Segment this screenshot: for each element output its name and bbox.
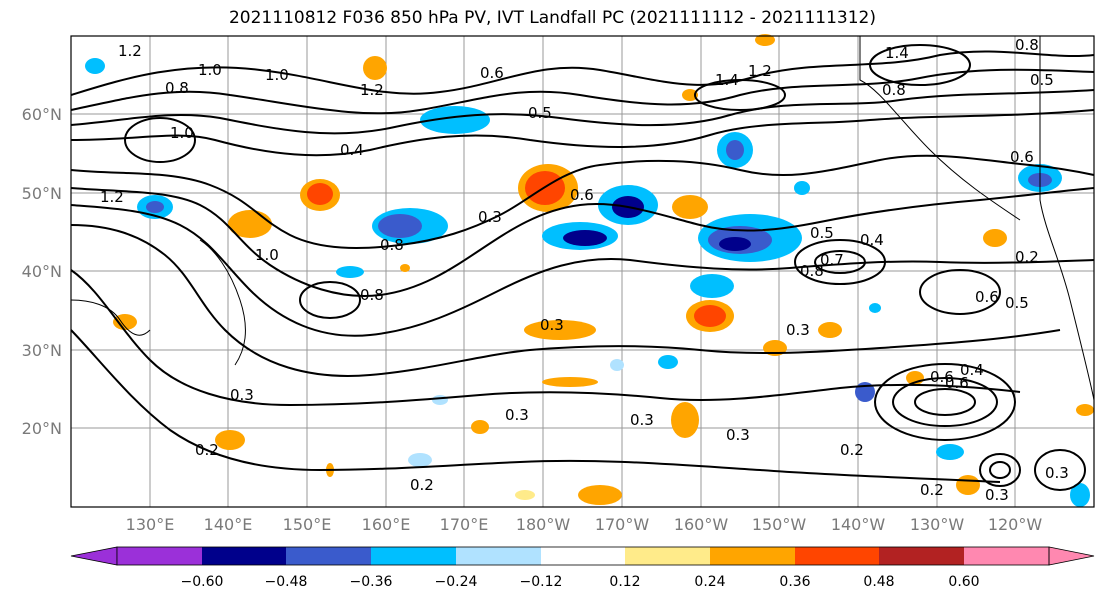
contour-label: 0.8 <box>1015 36 1039 54</box>
contour-label: 1.4 <box>885 44 909 62</box>
contour-label: 0.3 <box>478 208 502 226</box>
colorbar-swatch <box>964 547 1049 565</box>
colorbar-tick: −0.12 <box>520 574 563 590</box>
lat-label: 50°N <box>22 184 62 203</box>
contour-label: 0.3 <box>1045 464 1069 482</box>
colorbar-swatch <box>202 547 286 565</box>
contour-label: 0.4 <box>960 361 984 379</box>
contour-label: 0.3 <box>786 321 810 339</box>
colorbar: −0.60 −0.48 −0.36 −0.24 −0.12 0.12 0.24 … <box>70 546 1095 590</box>
contour-label: 0.3 <box>726 426 750 444</box>
longitude-labels: 130°E 140°E 150°E 160°E 170°E 180°W 170°… <box>126 515 1043 534</box>
contour-label: 0.8 <box>165 79 189 97</box>
contour-label: 0.2 <box>920 481 944 499</box>
lon-label: 150°W <box>752 515 807 534</box>
contour-label: 0.5 <box>810 224 834 242</box>
colorbar-extend-left <box>70 546 118 566</box>
contour-label-layer: 1.2 1.0 0.8 1.0 0.6 1.2 1.4 1.2 1.4 0.8 … <box>100 36 1069 504</box>
latitude-labels: 60°N 50°N 40°N 30°N 20°N <box>22 105 62 438</box>
colorbar-swatch <box>625 547 710 565</box>
colorbar-tick: 0.48 <box>863 574 894 590</box>
contour-label: 0.2 <box>195 441 219 459</box>
lon-label: 180°W <box>516 515 571 534</box>
lon-label: 120°W <box>988 515 1043 534</box>
coastlines <box>70 36 1095 401</box>
contour-label: 0.3 <box>230 386 254 404</box>
contour-label: 0.2 <box>1015 248 1039 266</box>
contour-label: 1.2 <box>118 42 142 60</box>
colorbar-swatch <box>541 547 625 565</box>
contour-label: 0.2 <box>410 476 434 494</box>
colorbar-swatch <box>371 547 456 565</box>
colorbar-swatch <box>456 547 541 565</box>
contour-label: 0.7 <box>820 251 844 269</box>
colorbar-extend-right <box>1048 546 1095 566</box>
contour-label: 0.6 <box>1010 148 1034 166</box>
contour-label: 0.2 <box>840 441 864 459</box>
contour-label: 0.6 <box>945 374 969 392</box>
contour-label: 0.8 <box>882 81 906 99</box>
lon-label: 170°E <box>440 515 489 534</box>
lon-label: 150°E <box>283 515 332 534</box>
map-frame <box>70 35 1095 508</box>
contour-label: 1.2 <box>100 188 124 206</box>
map-title: 2021110812 F036 850 hPa PV, IVT Landfall… <box>228 8 876 28</box>
contour-label: 1.0 <box>265 66 289 84</box>
contour-label: 0.5 <box>1030 71 1054 89</box>
contour-label: 0.4 <box>340 141 364 159</box>
contour-label: 0.3 <box>505 406 529 424</box>
contour-label: 1.0 <box>170 124 194 142</box>
colorbar-swatch <box>879 547 964 565</box>
colorbar-tick: 0.12 <box>609 574 640 590</box>
colorbar-tick: 0.36 <box>779 574 810 590</box>
contour-label: 0.6 <box>570 186 594 204</box>
contour-label: 1.2 <box>360 81 384 99</box>
contour-label: 0.3 <box>630 411 654 429</box>
lon-label: 130°W <box>910 515 965 534</box>
contour-label: 0.5 <box>528 104 552 122</box>
contour-label: 0.8 <box>360 286 384 304</box>
lat-label: 20°N <box>22 419 62 438</box>
lon-label: 130°E <box>126 515 175 534</box>
contour-label: 0.3 <box>540 316 564 334</box>
contour-label: 1.2 <box>748 62 772 80</box>
contour-label: 0.3 <box>985 486 1009 504</box>
colorbar-tick: −0.36 <box>350 574 393 590</box>
contour-label: 0.6 <box>975 288 999 306</box>
lon-label: 140°E <box>204 515 253 534</box>
colorbar-tick: 0.24 <box>694 574 725 590</box>
contour-label: 0.4 <box>860 231 884 249</box>
contour-label: 0.6 <box>930 368 954 386</box>
lat-label: 30°N <box>22 341 62 360</box>
colorbar-swatch <box>710 547 795 565</box>
lat-label: 60°N <box>22 105 62 124</box>
colorbar-tick: 0.60 <box>948 574 979 590</box>
lon-label: 160°E <box>362 515 411 534</box>
contour-label: 0.8 <box>800 262 824 280</box>
colorbar-tick: −0.24 <box>435 574 478 590</box>
lat-label: 40°N <box>22 262 62 281</box>
contour-label: 0.5 <box>1005 294 1029 312</box>
ivt-contours <box>70 44 1095 491</box>
lon-label: 140°W <box>831 515 886 534</box>
colorbar-tick: −0.60 <box>181 574 224 590</box>
colorbar-swatch <box>117 547 202 565</box>
contour-label: 1.0 <box>255 246 279 264</box>
lon-label: 160°W <box>674 515 729 534</box>
colorbar-swatch <box>286 547 371 565</box>
contour-label: 0.6 <box>480 64 504 82</box>
contour-label: 0.8 <box>380 236 404 254</box>
contour-label: 1.0 <box>198 61 222 79</box>
lon-label: 170°W <box>595 515 650 534</box>
colorbar-swatch <box>795 547 879 565</box>
contour-label: 1.4 <box>715 71 739 89</box>
colorbar-tick: −0.48 <box>265 574 308 590</box>
